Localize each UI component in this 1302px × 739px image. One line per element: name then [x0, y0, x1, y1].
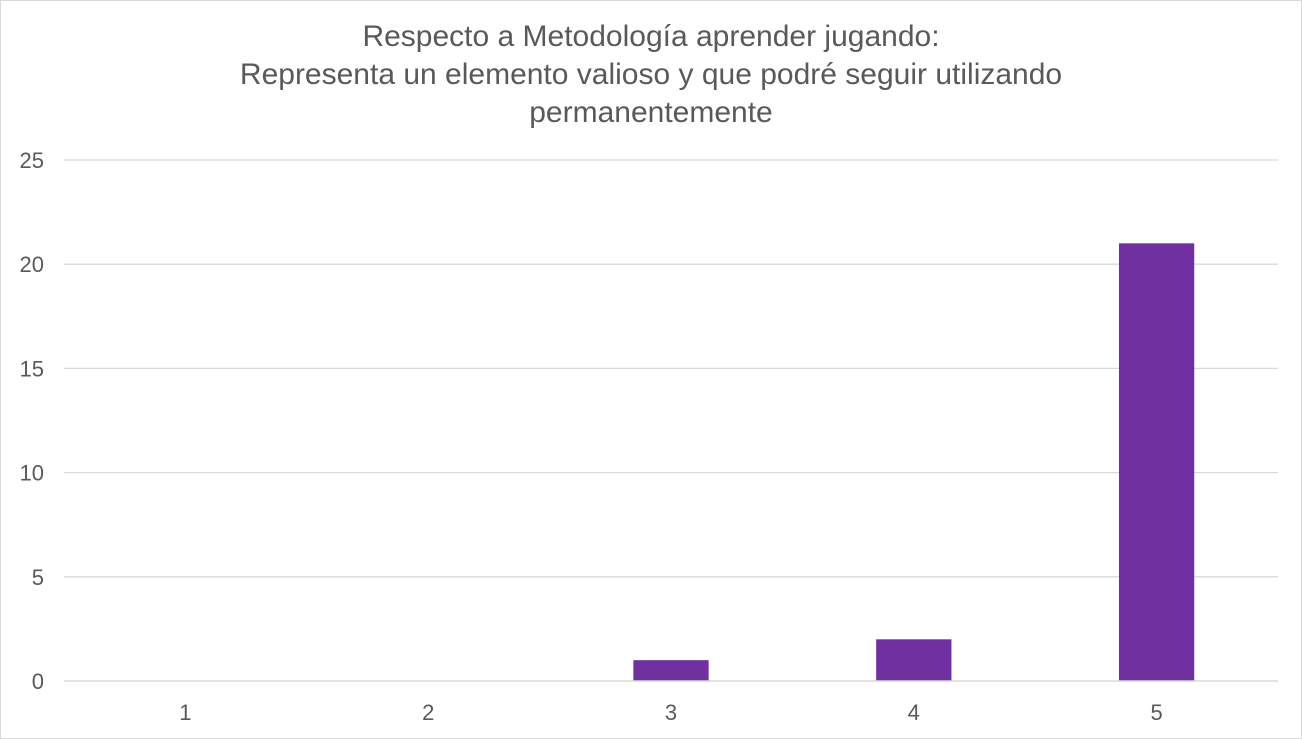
- y-tick-label: 20: [20, 252, 44, 277]
- bar-4: [876, 639, 952, 681]
- x-tick-label: 3: [665, 700, 677, 725]
- y-tick-label: 15: [20, 356, 44, 381]
- x-tick-label: 4: [908, 700, 920, 725]
- chart-title-line-1: Respecto a Metodología aprender jugando:: [362, 20, 940, 53]
- y-tick-label: 5: [32, 565, 44, 590]
- y-tick-label: 25: [20, 148, 44, 173]
- chart-title-line-3: permanentemente: [529, 96, 773, 129]
- bar-3: [633, 660, 709, 681]
- bars: [633, 243, 1195, 682]
- x-tick-label: 5: [1150, 700, 1162, 725]
- y-axis-ticks: 0 5 10 15 20 25: [20, 148, 44, 694]
- chart-title-line-2: Representa un elemento valioso y que pod…: [239, 58, 1063, 91]
- bar-5: [1118, 243, 1195, 682]
- gridlines: [64, 159, 1278, 578]
- x-tick-label: 2: [422, 700, 434, 725]
- x-axis-ticks: 1 2 3 4 5: [179, 700, 1162, 725]
- x-tick-label: 1: [179, 700, 191, 725]
- y-tick-label: 0: [32, 669, 44, 694]
- y-tick-label: 10: [20, 461, 44, 486]
- chart-title: Respecto a Metodología aprender jugando:…: [0, 18, 1302, 132]
